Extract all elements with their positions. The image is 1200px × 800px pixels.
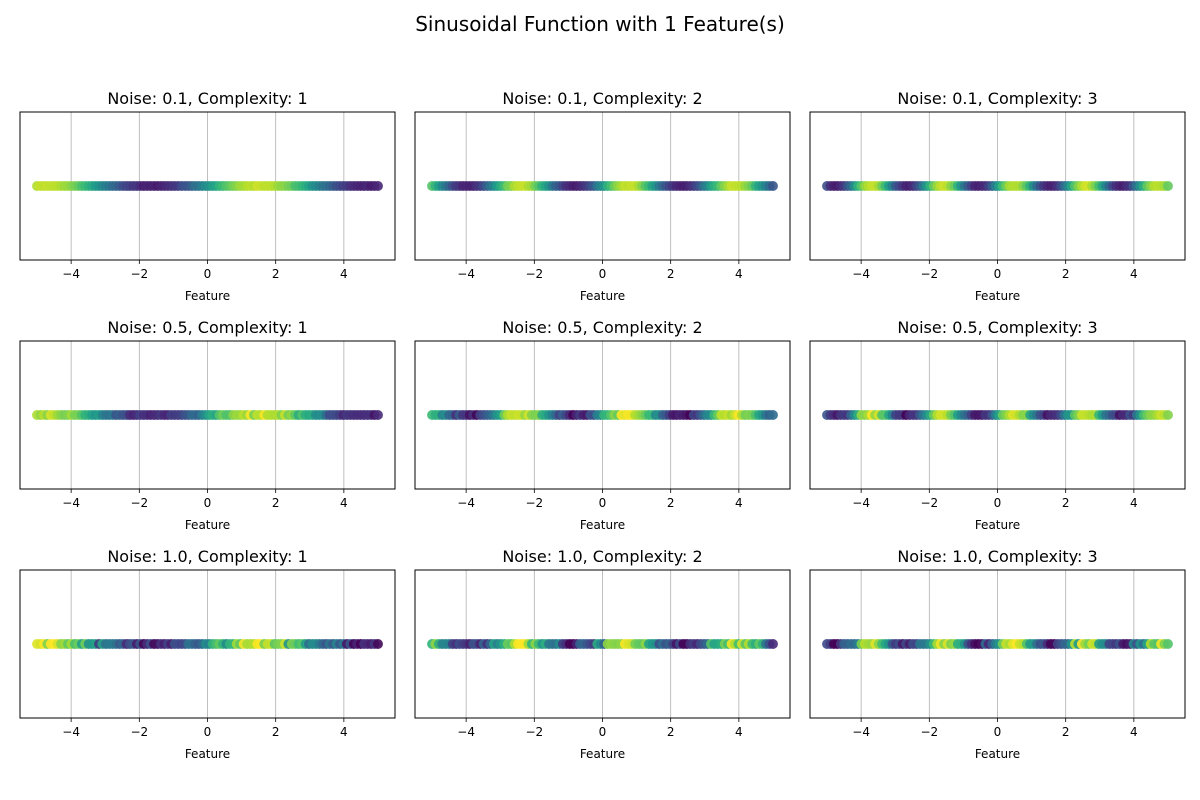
- subplot: −4 −2 0 2 4 Feature Noise: 1.0, Complexity: 2: [414, 547, 791, 761]
- x-tick-label: −2: [920, 725, 938, 739]
- x-tick-label: 4: [1130, 725, 1138, 739]
- subplot: −4 −2 0 2 4 Feature Noise: 0.5, Complexity: 1: [19, 318, 396, 532]
- x-tick-label: −2: [525, 725, 543, 739]
- x-tick-label: −2: [130, 267, 148, 281]
- x-tick-label: −2: [130, 496, 148, 510]
- x-tick-label: 0: [994, 725, 1002, 739]
- data-point: [372, 639, 383, 649]
- x-tick-label: 2: [1062, 725, 1070, 739]
- x-tick-label: 2: [1062, 267, 1070, 281]
- x-axis-label: Feature: [185, 289, 230, 303]
- x-tick-label: −4: [457, 725, 475, 739]
- x-tick-label: −2: [130, 725, 148, 739]
- x-tick-label: 0: [204, 267, 212, 281]
- data-point: [1162, 410, 1173, 420]
- data-point: [1162, 639, 1173, 649]
- x-tick-label: 0: [204, 725, 212, 739]
- subplot: −4 −2 0 2 4 Feature Noise: 1.0, Complexity: 3: [809, 547, 1186, 761]
- x-tick-label: 4: [735, 267, 743, 281]
- subplot-title: Noise: 0.1, Complexity: 2: [502, 89, 702, 108]
- subplot-title: Noise: 0.5, Complexity: 2: [502, 318, 702, 337]
- subplot-title: Noise: 1.0, Complexity: 2: [502, 547, 702, 566]
- x-axis-label: Feature: [185, 747, 230, 761]
- x-tick-label: 4: [1130, 267, 1138, 281]
- data-point: [767, 639, 778, 649]
- x-tick-label: −4: [852, 496, 870, 510]
- x-tick-label: −4: [62, 496, 80, 510]
- x-tick-label: −2: [920, 267, 938, 281]
- x-tick-label: 2: [667, 725, 675, 739]
- x-tick-label: −2: [525, 267, 543, 281]
- x-axis-label: Feature: [580, 518, 625, 532]
- data-point: [1162, 181, 1173, 191]
- x-axis-label: Feature: [975, 518, 1020, 532]
- x-tick-label: 0: [204, 496, 212, 510]
- x-tick-label: −2: [920, 496, 938, 510]
- data-point: [372, 410, 383, 420]
- x-axis-label: Feature: [975, 289, 1020, 303]
- subplot-title: Noise: 1.0, Complexity: 3: [897, 547, 1097, 566]
- x-tick-label: 2: [272, 725, 280, 739]
- x-tick-label: 0: [994, 267, 1002, 281]
- subplot-title: Noise: 0.5, Complexity: 3: [897, 318, 1097, 337]
- x-tick-label: −4: [62, 725, 80, 739]
- subplot-title: Noise: 0.5, Complexity: 1: [107, 318, 307, 337]
- x-tick-label: 4: [735, 496, 743, 510]
- x-tick-label: −4: [457, 267, 475, 281]
- subplot-title: Noise: 0.1, Complexity: 3: [897, 89, 1097, 108]
- subplot: −4 −2 0 2 4 Feature Noise: 0.5, Complexity: 3: [809, 318, 1186, 532]
- x-tick-label: 2: [1062, 496, 1070, 510]
- figure-title: Sinusoidal Function with 1 Feature(s): [415, 12, 785, 36]
- x-tick-label: 4: [340, 267, 348, 281]
- x-tick-label: −4: [62, 267, 80, 281]
- x-tick-label: 0: [599, 267, 607, 281]
- subplot: −4 −2 0 2 4 Feature Noise: 0.1, Complexity: 3: [809, 89, 1186, 303]
- x-tick-label: 4: [340, 725, 348, 739]
- x-tick-label: 0: [599, 725, 607, 739]
- subplot: −4 −2 0 2 4 Feature Noise: 1.0, Complexity: 1: [19, 547, 396, 761]
- x-axis-label: Feature: [185, 518, 230, 532]
- data-point: [372, 181, 383, 191]
- x-tick-label: 2: [667, 267, 675, 281]
- x-tick-label: 2: [272, 267, 280, 281]
- x-tick-label: −4: [852, 725, 870, 739]
- data-point: [767, 410, 778, 420]
- subplot: −4 −2 0 2 4 Feature Noise: 0.1, Complexity: 1: [19, 89, 396, 303]
- x-tick-label: 4: [735, 725, 743, 739]
- x-tick-label: 4: [340, 496, 348, 510]
- x-axis-label: Feature: [580, 289, 625, 303]
- x-axis-label: Feature: [975, 747, 1020, 761]
- x-tick-label: 0: [994, 496, 1002, 510]
- x-tick-label: 2: [272, 496, 280, 510]
- x-tick-label: 0: [599, 496, 607, 510]
- x-axis-label: Feature: [580, 747, 625, 761]
- subplot-title: Noise: 1.0, Complexity: 1: [107, 547, 307, 566]
- x-tick-label: −4: [457, 496, 475, 510]
- subplot: −4 −2 0 2 4 Feature Noise: 0.5, Complexity: 2: [414, 318, 791, 532]
- subplot-title: Noise: 0.1, Complexity: 1: [107, 89, 307, 108]
- data-point: [767, 181, 778, 191]
- x-tick-label: −2: [525, 496, 543, 510]
- subplot: −4 −2 0 2 4 Feature Noise: 0.1, Complexity: 2: [414, 89, 791, 303]
- x-tick-label: 4: [1130, 496, 1138, 510]
- x-tick-label: −4: [852, 267, 870, 281]
- x-tick-label: 2: [667, 496, 675, 510]
